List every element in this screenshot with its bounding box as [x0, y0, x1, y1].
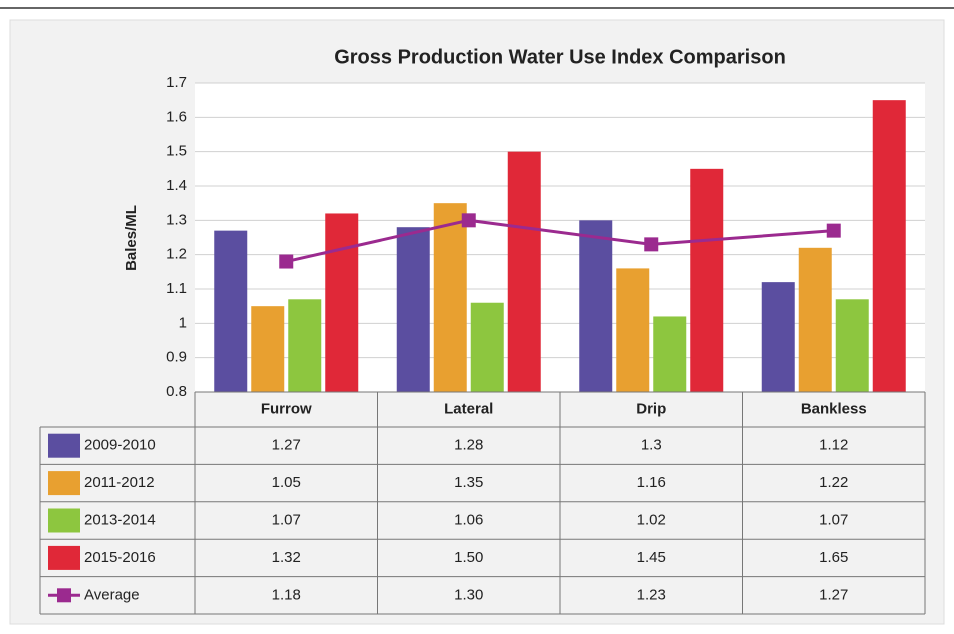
y-tick-label: 0.9 [166, 349, 187, 366]
y-tick-label: 1.2 [166, 246, 187, 263]
table-value: 1.27 [819, 586, 848, 603]
bar [433, 203, 467, 392]
bar [470, 302, 504, 392]
table-value: 1.05 [272, 474, 301, 491]
chart-title: Gross Production Water Use Index Compari… [334, 46, 786, 68]
table-value: 1.22 [819, 474, 848, 491]
table-value: 1.32 [272, 549, 301, 566]
table-value: 1.18 [272, 586, 301, 603]
y-axis-label: Bales/ML [123, 205, 140, 271]
table-value: 1.27 [272, 437, 301, 454]
bar [579, 220, 613, 392]
legend-label: 2011-2012 [84, 474, 155, 491]
legend-label: 2009-2010 [84, 437, 156, 454]
bar [325, 213, 359, 392]
legend-label: Average [84, 586, 140, 603]
legend-label: 2015-2016 [84, 549, 156, 566]
y-tick-label: 1.1 [166, 280, 187, 297]
table-value: 1.30 [454, 586, 483, 603]
bar [653, 316, 687, 392]
line-marker [644, 237, 659, 252]
bar [835, 299, 869, 392]
table-value: 1.50 [454, 549, 483, 566]
table-value: 1.16 [637, 474, 666, 491]
x-tick-label: Lateral [444, 400, 493, 417]
legend-swatch [48, 545, 80, 570]
line-marker [279, 254, 294, 269]
table-value: 1.07 [819, 511, 848, 528]
table-value: 1.35 [454, 474, 483, 491]
y-tick-label: 1.3 [166, 211, 187, 228]
table-value: 1.06 [454, 511, 483, 528]
bar [872, 100, 906, 393]
legend-swatch [48, 471, 80, 496]
bar [761, 282, 795, 392]
bar [616, 268, 650, 392]
legend-swatch [57, 588, 71, 603]
y-tick-label: 1.4 [166, 177, 187, 194]
table-value: 1.07 [272, 511, 301, 528]
table-value: 1.3 [641, 437, 662, 454]
bar [507, 151, 541, 392]
bar [288, 299, 322, 392]
line-marker [461, 213, 476, 228]
bar [251, 306, 285, 392]
table-value: 1.23 [637, 586, 666, 603]
bar [214, 230, 248, 392]
y-tick-label: 1.5 [166, 143, 187, 160]
y-tick-label: 0.8 [166, 383, 187, 400]
y-tick-label: 1 [179, 314, 187, 331]
legend-swatch [48, 433, 80, 458]
line [285, 218, 834, 263]
x-tick-label: Bankless [801, 400, 867, 417]
table-value: 1.28 [454, 437, 483, 454]
x-tick-label: Furrow [261, 400, 312, 417]
y-tick-label: 1.7 [166, 74, 187, 91]
table-value: 1.45 [637, 549, 666, 566]
table-value: 1.65 [819, 549, 848, 566]
line-marker [826, 223, 841, 238]
x-tick-label: Drip [636, 400, 666, 417]
bar [396, 227, 430, 392]
table-value: 1.12 [819, 437, 848, 454]
bar [798, 247, 832, 392]
bar [690, 168, 724, 392]
legend-swatch [48, 508, 80, 533]
table-value: 1.02 [637, 511, 666, 528]
y-tick-label: 1.6 [166, 108, 187, 125]
legend-label: 2013-2014 [84, 511, 156, 528]
